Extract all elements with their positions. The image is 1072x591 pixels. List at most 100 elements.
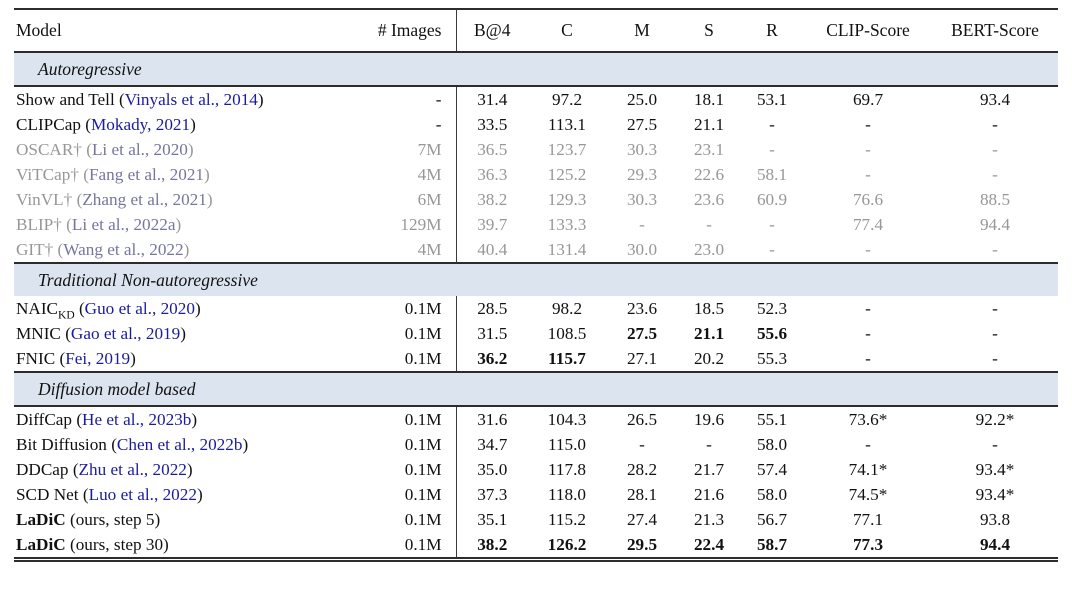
table-row: BLIP† (Li et al., 2022a) 129M 39.7 133.3- - -… (14, 212, 1058, 237)
metric-cell: 58.1 (756, 164, 788, 184)
citation-link[interactable]: Vinyals et al., 2014 (124, 89, 258, 109)
metric-cell: 118.0 (547, 484, 587, 504)
citation-link[interactable]: Mokady, 2021 (90, 114, 191, 134)
metric-cell: 28.2 (626, 459, 658, 479)
metric-cell: 57.4 (756, 459, 788, 479)
metric-cell: - (769, 139, 775, 159)
metric-cell: - (706, 434, 712, 454)
metric-cell: 27.5 (626, 323, 658, 343)
metric-cell: - (865, 298, 871, 318)
metric-cell: - (706, 214, 712, 234)
citation: (Mokady, 2021) (85, 114, 196, 134)
metric-cell: 113.1 (547, 114, 587, 134)
metric-cell: 52.3 (756, 298, 788, 318)
metric-cell: - (992, 164, 998, 184)
metric-cell: - (639, 434, 645, 454)
citation-link[interactable]: Chen et al., 2022b (116, 434, 243, 454)
metric-cell: 97.2 (551, 89, 583, 109)
num-images-cell: 0.1M (346, 346, 457, 372)
metric-cell: 37.3 (477, 484, 508, 504)
column-header-r: R (740, 9, 804, 53)
metric-cell: 26.5 (626, 409, 658, 429)
num-images-cell: - (346, 112, 457, 137)
metric-cell: 104.3 (547, 409, 587, 429)
citation-link[interactable]: Li et al., 2022a (71, 214, 176, 234)
metric-cell: 21.1 (693, 114, 725, 134)
model-name: LaDiC (16, 509, 66, 529)
model-name: LaDiC (16, 534, 66, 554)
model-name: VinVL† (16, 189, 73, 209)
metric-cell: - (639, 214, 645, 234)
metric-cell: 28.1 (626, 484, 658, 504)
citation: (Guo et al., 2020) (78, 298, 201, 318)
results-table: Model # Images B@4 C M S R CLIP-Score BERT-Score… (14, 8, 1058, 562)
metric-cell: 31.6 (477, 409, 508, 429)
citation-link[interactable]: Fei, 2019 (65, 348, 131, 368)
column-header-m: M (606, 9, 678, 53)
metric-cell: 22.4 (693, 534, 725, 554)
metric-cell: - (992, 139, 998, 159)
table-header: Model # Images B@4 C M S R CLIP-Score BERT-Score (14, 9, 1058, 53)
metric-cell: 31.4 (477, 89, 508, 109)
section-row: Diffusion model based (14, 371, 1058, 407)
table-row: ViTCap† (Fang et al., 2021) 4M 36.3 125.2 29… (14, 162, 1058, 187)
table-row: Show and Tell (Vinyals et al., 2014) -31.… (14, 86, 1058, 112)
model-cell: ViTCap† (Fang et al., 2021) (14, 162, 346, 187)
citation: (Fang et al., 2021) (83, 164, 210, 184)
metric-cell: 69.7 (852, 89, 884, 109)
metric-cell: 58.7 (756, 534, 788, 554)
model-cell: DiffCap (He et al., 2023b) (14, 406, 346, 432)
model-cell: GIT† (Wang et al., 2022) (14, 237, 346, 263)
metric-cell: 21.3 (693, 509, 725, 529)
citation-link[interactable]: Gao et al., 2019 (70, 323, 181, 343)
model-cell: Bit Diffusion (Chen et al., 2022b) (14, 432, 346, 457)
citation-link[interactable]: Luo et al., 2022 (88, 484, 197, 504)
model-name: NAIC (16, 298, 59, 318)
citation-link[interactable]: Wang et al., 2022 (63, 239, 184, 259)
metric-cell: 27.1 (626, 348, 658, 368)
column-header-clip-score: CLIP-Score (804, 9, 932, 53)
metric-cell: 58.0 (756, 434, 788, 454)
metric-cell: 115.0 (547, 434, 587, 454)
section-band-label: Autoregressive (14, 51, 1058, 87)
citation-link[interactable]: Zhu et al., 2022 (78, 459, 187, 479)
model-cell: BLIP† (Li et al., 2022a) (14, 212, 346, 237)
citation-link[interactable]: Fang et al., 2021 (88, 164, 205, 184)
citation: (Wang et al., 2022) (57, 239, 190, 259)
table-row: DiffCap (He et al., 2023b) 0.1M 31.6 104.3 2… (14, 406, 1058, 432)
model-suffix: (ours, step 30) (65, 534, 169, 554)
metric-cell: - (992, 348, 998, 368)
num-images-cell: 0.1M (346, 296, 457, 321)
num-images-cell: 129M (346, 212, 457, 237)
citation: (Gao et al., 2019) (65, 323, 186, 343)
metric-cell: 129.3 (547, 189, 587, 209)
model-subscript: KD (58, 308, 75, 321)
citation: (Li et al., 2022a) (66, 214, 182, 234)
metric-cell: 23.6 (693, 189, 725, 209)
metric-cell: 88.5 (979, 189, 1011, 209)
model-cell: LaDiC (ours, step 5) (14, 507, 346, 532)
metric-cell: - (865, 348, 871, 368)
citation: (He et al., 2023b) (76, 409, 198, 429)
model-name: BLIP† (16, 214, 62, 234)
metric-cell: 115.7 (548, 348, 586, 368)
metric-cell: 98.2 (551, 298, 583, 318)
citation-link[interactable]: He et al., 2023b (82, 409, 192, 429)
metric-cell: 33.5 (477, 114, 508, 134)
citation-link[interactable]: Zhang et al., 2021 (82, 189, 207, 209)
metric-cell: 39.7 (477, 214, 508, 234)
num-images-cell: 6M (346, 187, 457, 212)
metric-cell: 53.1 (756, 89, 788, 109)
citation-link[interactable]: Li et al., 2020 (91, 139, 188, 159)
citation: (Li et al., 2020) (86, 139, 194, 159)
metric-cell: 93.8 (979, 509, 1011, 529)
metric-cell: 27.5 (626, 114, 658, 134)
metric-cell: 23.6 (626, 298, 658, 318)
metric-cell: 93.4* (975, 459, 1015, 479)
num-images-cell: 0.1M (346, 457, 457, 482)
metric-cell: 117.8 (547, 459, 587, 479)
metric-cell: 131.4 (547, 239, 587, 259)
num-images-cell: 0.1M (346, 482, 457, 507)
citation-link[interactable]: Guo et al., 2020 (84, 298, 195, 318)
table-row: NAICKD (Guo et al., 2020) 0.1M 28.5 98.2 23.… (14, 296, 1058, 321)
